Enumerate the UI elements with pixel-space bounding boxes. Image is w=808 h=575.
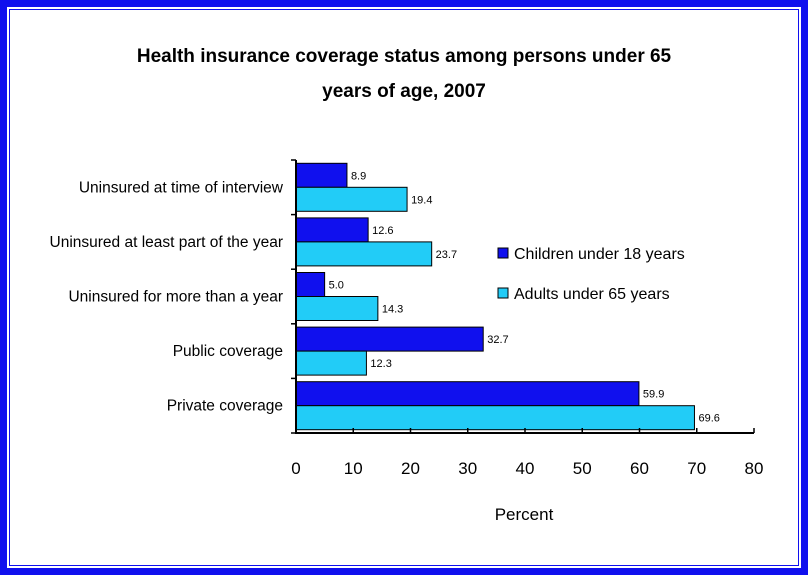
category-label-3: Public coverage [173,343,283,360]
bar-children-1 [295,217,369,243]
bar-adults-0 [295,186,408,212]
legend-label-adults: Adults under 65 years [514,286,670,303]
chart-inner-border [9,9,799,566]
value-label-children-3: 32.7 [487,334,508,346]
bar-adults-3 [295,350,367,376]
legend: Children under 18 years Adults under 65 … [497,246,685,303]
category-label-4: Private coverage [167,398,283,415]
value-label-adults-1: 23.7 [436,249,457,261]
axes-group [291,159,755,434]
category-label-1: Uninsured at least part of the year [50,234,284,251]
bar-children-0 [295,162,348,188]
x-tick-label-4: 40 [516,459,535,478]
bar-adults-2 [295,296,379,321]
chart-title-line-1: Health insurance coverage status among p… [137,46,672,67]
bars-group [295,162,695,431]
value-label-children-4: 59.9 [643,389,664,401]
value-label-adults-3: 12.3 [370,358,391,370]
category-labels-group: Uninsured at time of interview Uninsured … [50,179,284,414]
bar-adults-1 [295,241,433,267]
x-tick-label-3: 30 [458,459,477,478]
legend-swatch-adults [497,287,509,299]
x-tick-label-1: 10 [344,459,363,478]
bar-children-3 [295,326,484,352]
value-labels-group: 8.9 19.4 12.6 23.7 5.0 14.3 32.7 12.3 59.9 69.6 [329,170,720,424]
x-tick-label-7: 70 [687,459,706,478]
category-label-2: Uninsured for more than a year [68,289,283,306]
x-tick-label-6: 60 [630,459,649,478]
value-label-children-0: 8.9 [351,170,366,182]
bar-adults-4 [295,405,695,431]
category-label-0: Uninsured at time of interview [79,179,284,196]
value-label-adults-2: 14.3 [382,304,403,316]
x-axis-title: Percent [495,505,554,524]
legend-swatch-children [497,247,509,259]
x-tick-label-0: 0 [291,459,300,478]
bar-children-2 [295,272,326,297]
bar-children-4 [295,381,640,407]
value-label-children-2: 5.0 [329,280,344,292]
legend-label-children: Children under 18 years [514,246,685,263]
value-label-adults-4: 69.6 [698,413,719,425]
value-label-children-1: 12.6 [372,225,393,237]
chart-title-line-2: years of age, 2007 [322,81,486,102]
x-tick-label-5: 50 [573,459,592,478]
x-tick-label-8: 80 [745,459,764,478]
x-tick-label-2: 20 [401,459,420,478]
x-tick-labels-group: 0 10 20 30 40 50 60 70 80 [291,459,763,478]
value-label-adults-0: 19.4 [411,194,432,206]
